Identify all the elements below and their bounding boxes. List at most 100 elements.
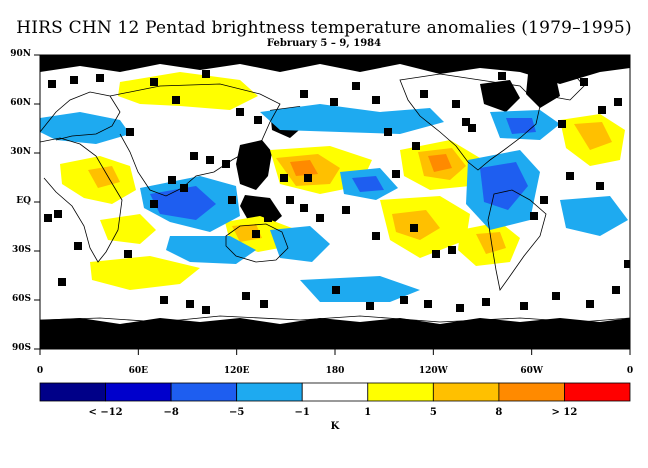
lon-label: 0 xyxy=(626,366,634,376)
strong-cold-south-asia xyxy=(150,186,216,220)
missing-data-square xyxy=(126,128,134,136)
colorbar-swatch xyxy=(498,382,565,402)
missing-data-square xyxy=(372,96,380,104)
cold-region-australia xyxy=(270,226,330,262)
lat-label: 30N xyxy=(10,147,31,157)
lat-label: EQ xyxy=(16,196,31,206)
missing-data-square xyxy=(486,92,494,100)
missing-data-square xyxy=(304,174,312,182)
missing-data-square xyxy=(330,98,338,106)
missing-data-dots-layer xyxy=(44,70,630,314)
missing-data-square xyxy=(44,214,52,222)
colorbar-unit: K xyxy=(330,421,340,432)
missing-data-square xyxy=(58,278,66,286)
coast-asia xyxy=(109,83,281,197)
strong-warm-africa xyxy=(88,166,120,188)
warm-region-south-band xyxy=(90,256,200,290)
strong-warm-south-america xyxy=(476,232,506,254)
missing-data-square xyxy=(54,210,62,218)
colorbar-label: −8 xyxy=(163,407,179,418)
colorbar-label: > 12 xyxy=(551,407,578,418)
cold-region-north-pacific xyxy=(260,104,444,134)
missing-data-square xyxy=(124,250,132,258)
colorbar-label: 8 xyxy=(495,407,503,418)
colorbar-label: 1 xyxy=(364,407,372,418)
coast-africa xyxy=(40,137,123,263)
hottest-asia xyxy=(290,160,318,176)
missing-data-square xyxy=(552,292,560,300)
colorbar-swatch xyxy=(170,382,238,402)
missing-data-square xyxy=(452,100,460,108)
colorbar-swatch xyxy=(301,382,369,402)
missing-data-square xyxy=(580,78,588,86)
coast-antarctica xyxy=(40,315,630,323)
lon-label: 0 xyxy=(36,366,44,376)
lat-label: 60S xyxy=(11,294,31,304)
lat-label: 90N xyxy=(10,49,31,59)
missing-data-square xyxy=(280,174,288,182)
missing-data-square xyxy=(300,204,308,212)
lon-label: 60W xyxy=(520,366,543,376)
missing-data-square xyxy=(596,182,604,190)
missing-data-square xyxy=(400,296,408,304)
missing-data-square xyxy=(172,96,180,104)
missing-data-square xyxy=(202,70,210,78)
strong-cold-west-pacific xyxy=(352,176,384,192)
missing-data-square xyxy=(624,260,630,268)
lat-label: 60N xyxy=(10,98,31,108)
coast-north-america xyxy=(399,73,541,171)
missing-north-band xyxy=(40,55,630,84)
missing-data-square xyxy=(566,172,574,180)
coast-greenland xyxy=(539,71,585,101)
colorbar-swatch xyxy=(432,382,500,402)
missing-data-square xyxy=(74,242,82,250)
missing-data-square xyxy=(614,98,622,106)
lon-label: 180 xyxy=(325,366,345,376)
colorbar-label: < −12 xyxy=(88,407,123,418)
missing-data-square xyxy=(520,302,528,310)
lon-label: 120W xyxy=(418,366,448,376)
missing-data-square xyxy=(410,224,418,232)
missing-data-square xyxy=(456,304,464,312)
colorbar-swatch xyxy=(105,382,172,402)
strong-cold-anomaly-layer xyxy=(150,118,536,220)
colorbar-swatch xyxy=(236,382,303,402)
missing-data-square xyxy=(412,142,420,150)
missing-data-square xyxy=(540,196,548,204)
missing-data-square xyxy=(168,176,176,184)
missing-data-square xyxy=(300,90,308,98)
missing-data-square xyxy=(482,298,490,306)
colorbar xyxy=(39,382,631,402)
missing-data-square xyxy=(468,124,476,132)
missing-data-square xyxy=(316,214,324,222)
missing-data-square xyxy=(392,170,400,178)
colorbar-label: −1 xyxy=(294,407,310,418)
colorbar-swatch xyxy=(564,382,631,402)
missing-data-square xyxy=(254,116,262,124)
missing-canada-block xyxy=(480,80,520,112)
missing-data-square xyxy=(160,296,168,304)
colorbar-label: −5 xyxy=(228,407,245,418)
missing-data-square xyxy=(260,300,268,308)
cold-region-southern-ocean xyxy=(300,276,420,302)
missing-data-square xyxy=(530,212,538,220)
missing-data-square xyxy=(424,300,432,308)
lat-ticks xyxy=(34,54,40,350)
colorbar-swatch xyxy=(367,382,434,402)
cold-region-north-atlantic xyxy=(40,112,130,144)
cold-region-south-atlantic xyxy=(560,196,628,236)
missing-data-square xyxy=(462,118,470,126)
missing-data-square xyxy=(180,184,188,192)
missing-data-square xyxy=(206,156,214,164)
chart-title: HIRS CHN 12 Pentad brightness temperatur… xyxy=(16,18,632,38)
missing-data-square xyxy=(558,120,566,128)
missing-data-square xyxy=(286,196,294,204)
missing-data-square xyxy=(228,196,236,204)
missing-data-square xyxy=(366,302,374,310)
missing-data-square xyxy=(420,90,428,98)
missing-data-square xyxy=(190,152,198,160)
missing-data-square xyxy=(150,200,158,208)
missing-data-square xyxy=(186,300,194,308)
missing-data-square xyxy=(332,286,340,294)
